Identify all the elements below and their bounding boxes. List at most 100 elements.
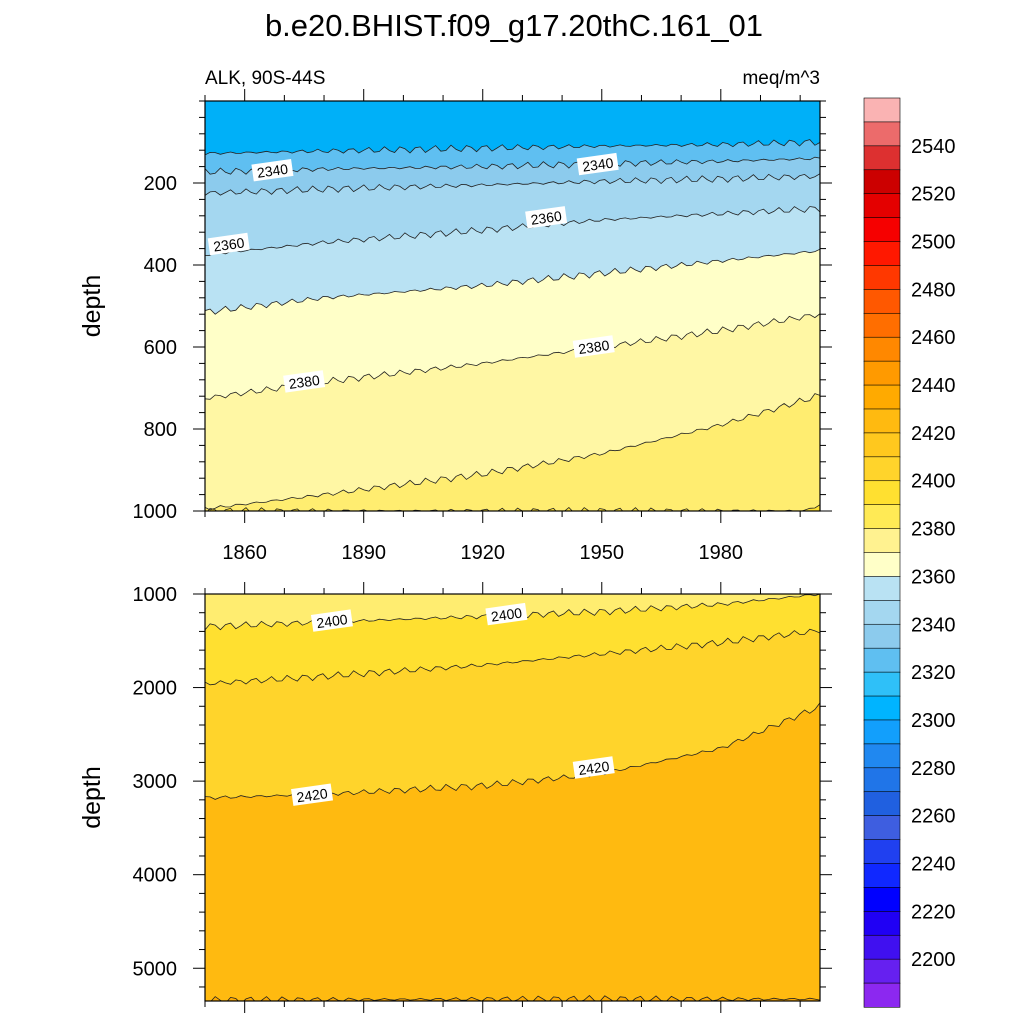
colorbar-swatch: [863, 600, 901, 625]
colorbar-label: 2260: [911, 806, 956, 828]
contour-line-2400: [207, 504, 820, 511]
contour-line-2430: [210, 995, 820, 1001]
colorbar-swatch: [863, 504, 901, 530]
colorbar-swatch: [863, 958, 901, 984]
contour-label-text: 2360: [530, 208, 563, 228]
x-tick-label: 1890: [341, 542, 386, 564]
colorbar-swatch: [863, 289, 901, 314]
colorbar-label: 2400: [911, 471, 956, 493]
colorbar-swatch: [863, 480, 901, 506]
colorbar-swatch: [863, 815, 901, 841]
contour-label-text: 2400: [490, 604, 523, 624]
contour-line-2360: [205, 206, 820, 256]
colorbar-label: 2440: [911, 375, 956, 397]
colorbar-swatch: [863, 671, 901, 697]
colorbar-swatch: [863, 863, 901, 888]
colorbar-swatch: [863, 839, 901, 865]
colorbar-label: 2500: [911, 232, 956, 254]
contour-label-text: 2340: [256, 161, 289, 181]
colorbar-label: 2420: [911, 423, 956, 445]
colorbar-label: 2300: [911, 710, 956, 732]
y-tick-label: 1000: [133, 584, 178, 606]
y-tick-label: 400: [144, 255, 177, 277]
contour-line-2350: [205, 173, 820, 196]
colorbar-swatch: [863, 456, 901, 482]
colorbar-swatch: [863, 623, 901, 649]
colorbar-label: 2480: [911, 279, 956, 301]
figure-title: b.e20.BHIST.f09_g17.20thC.161_01: [265, 8, 763, 43]
colorbar-swatch: [863, 121, 901, 147]
colorbar-label: 2520: [911, 184, 956, 206]
contour-band-2330: [205, 101, 820, 155]
colorbar-swatch: [863, 217, 901, 243]
colorbar-label: 2320: [911, 662, 956, 684]
colorbar-swatch: [863, 552, 901, 578]
colorbar-label: 2540: [911, 136, 956, 158]
contour-label-text: 2420: [296, 785, 329, 805]
y-axis-label: depth: [78, 275, 106, 338]
colorbar-swatch: [863, 528, 901, 554]
y-tick-label: 4000: [133, 865, 178, 887]
colorbar-swatch: [863, 312, 901, 338]
colorbar-swatch: [863, 791, 901, 817]
contour-label: 2380: [283, 370, 326, 393]
colorbar-label: 2340: [911, 614, 956, 636]
contour-label: 2340: [251, 159, 294, 182]
colorbar-swatch: [863, 647, 901, 673]
colorbar-swatch: [863, 241, 901, 267]
colorbar-swatch: [863, 169, 901, 195]
left-subtitle: ALK, 90S-44S: [205, 68, 325, 89]
contour-label: 2360: [207, 232, 250, 256]
upper-panel: 2340 2340 2360 2360 2380 2380 200 400 600 800 1000…: [78, 89, 832, 564]
colorbar-label: 2220: [911, 901, 956, 923]
colorbar-label: 2280: [911, 758, 956, 780]
colorbar-swatch: [863, 887, 901, 912]
y-tick-label: 2000: [133, 678, 178, 700]
contour-line-2330: [205, 139, 820, 156]
colorbar-label: 2460: [911, 327, 956, 349]
lower-panel: 2400 2400 2420 2420 1000 2000 3000 4000 5000 dept…: [78, 582, 832, 1013]
contour-label: 2380: [572, 335, 615, 358]
contour-label-text: 2420: [577, 758, 610, 778]
colorbar-swatch: [863, 911, 901, 936]
contour-label-text: 2380: [288, 372, 321, 392]
colorbar-swatch: [863, 408, 901, 434]
y-tick-label: 800: [144, 419, 177, 441]
contour-line-2390: [205, 393, 820, 511]
y-tick-label: 1000: [133, 501, 178, 523]
contour-line-2370: [205, 248, 820, 315]
colorbar-swatch: [863, 767, 901, 793]
colorbar-swatch: [863, 432, 901, 458]
y-axis-label: depth: [78, 766, 106, 829]
colorbar-swatch: [863, 97, 901, 123]
colorbar-swatch: [863, 336, 901, 362]
contour-label-text: 2360: [212, 234, 245, 254]
contour-label-text: 2380: [577, 337, 610, 357]
y-tick-label: 200: [144, 173, 177, 195]
contour-label: 2420: [291, 783, 334, 806]
contour-label: 2360: [525, 206, 568, 229]
colorbar-label: 2360: [911, 566, 956, 588]
colorbar-swatch: [863, 695, 901, 721]
plot-frame: [204, 593, 821, 1002]
x-tick-label: 1950: [580, 542, 625, 564]
x-tick-label: 1980: [699, 542, 744, 564]
colorbar-swatch: [863, 934, 901, 960]
contour-label: 2420: [572, 756, 615, 779]
right-subtitle: meq/m^3: [742, 68, 820, 89]
colorbar-swatch: [863, 360, 901, 386]
y-tick-label: 3000: [133, 771, 178, 793]
x-tick-label: 1920: [460, 542, 505, 564]
colorbar: 2540 2520 2500 2480 2460 2440 2420 2400 2380 2360…: [863, 97, 956, 1008]
contour-line-2410: [205, 628, 820, 686]
y-tick-label: 5000: [133, 958, 178, 980]
colorbar-swatch: [863, 982, 901, 1008]
contour-label-text: 2340: [581, 154, 614, 174]
colorbar-swatch: [863, 265, 901, 290]
contour-label: 2340: [576, 152, 619, 176]
contour-label-text: 2400: [315, 611, 348, 631]
colorbar-swatch: [863, 193, 901, 219]
y-tick-label: 600: [144, 337, 177, 359]
colorbar-swatch: [863, 743, 901, 769]
